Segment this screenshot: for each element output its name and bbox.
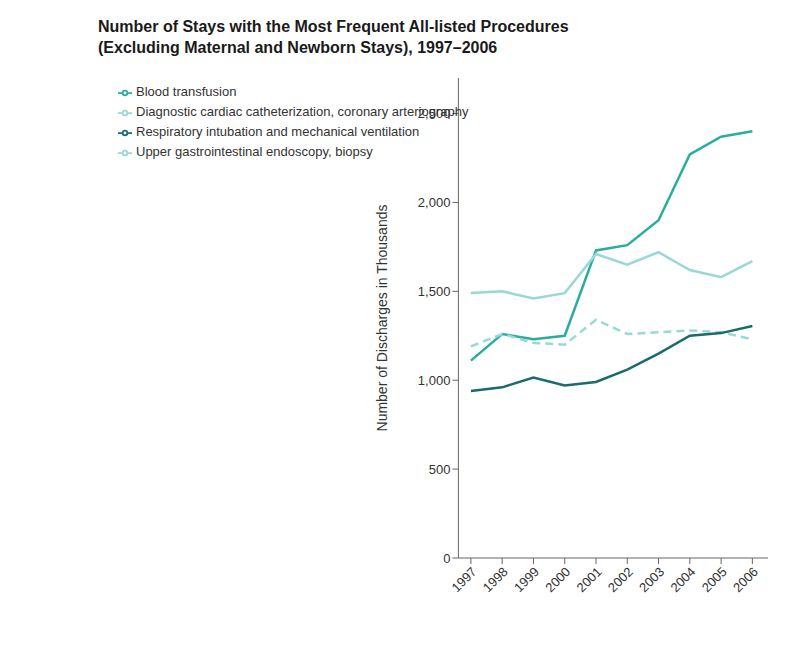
svg-text:500: 500 [429, 462, 451, 477]
svg-text:0: 0 [443, 551, 450, 566]
svg-text:1,000: 1,000 [418, 373, 451, 388]
svg-text:1997: 1997 [448, 564, 479, 595]
svg-text:1,500: 1,500 [418, 284, 451, 299]
svg-text:Number of Discharges in Thousa: Number of Discharges in Thousands [374, 205, 390, 432]
svg-text:2001: 2001 [574, 564, 605, 595]
svg-text:2002: 2002 [605, 564, 636, 595]
svg-text:2004: 2004 [667, 564, 698, 595]
svg-text:2006: 2006 [730, 564, 761, 595]
svg-text:1999: 1999 [511, 564, 542, 595]
svg-text:2,500: 2,500 [418, 106, 451, 121]
svg-text:2000: 2000 [542, 564, 573, 595]
svg-text:2003: 2003 [636, 564, 667, 595]
svg-text:2,000: 2,000 [418, 195, 451, 210]
svg-text:1998: 1998 [480, 564, 511, 595]
svg-text:2005: 2005 [699, 564, 730, 595]
